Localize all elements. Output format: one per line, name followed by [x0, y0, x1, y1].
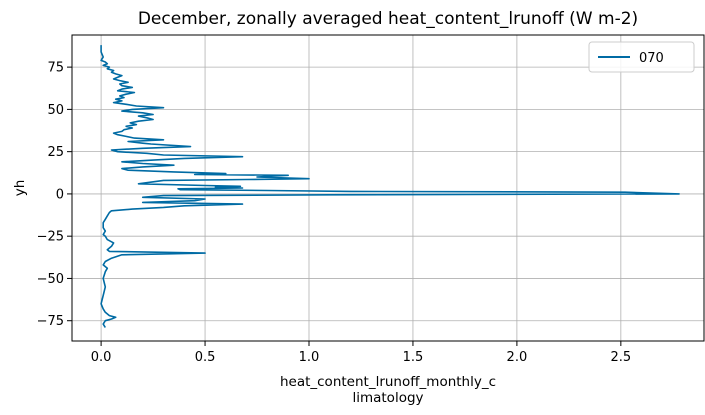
x-tick-label: 2.5: [610, 350, 631, 365]
x-axis-label-line-2: limatology: [352, 390, 423, 406]
x-axis: 0.0 0.5 1.0 1.5 2.0 2.5: [91, 341, 631, 365]
legend: 070: [588, 41, 695, 73]
y-tick-label: 0: [56, 187, 64, 202]
y-tick-label: 50: [47, 103, 64, 118]
x-tick-label: 0.5: [195, 350, 216, 365]
y-tick-label: −50: [37, 272, 64, 287]
series-line-070: [100, 45, 680, 328]
chart-title: December, zonally averaged heat_content_…: [138, 9, 638, 29]
x-axis-label-line-1: heat_content_lrunoff_monthly_c: [280, 374, 496, 390]
x-tick-label: 1.5: [403, 350, 424, 365]
legend-box: [588, 41, 695, 73]
y-tick-label: 25: [47, 145, 64, 160]
y-tick-label: −75: [37, 314, 64, 329]
y-tick-label: −25: [37, 230, 64, 245]
y-tick-label: 75: [47, 61, 64, 76]
x-tick-label: 2.0: [507, 350, 528, 365]
x-tick-label: 0.0: [91, 350, 112, 365]
y-axis: −75 −50 −25 0 25 50 75: [37, 61, 72, 329]
legend-label-070: 070: [639, 51, 664, 66]
x-tick-label: 1.0: [299, 350, 320, 365]
axes-frame: [71, 34, 705, 342]
y-axis-label: yh: [12, 180, 28, 197]
plot-area: [100, 45, 680, 328]
